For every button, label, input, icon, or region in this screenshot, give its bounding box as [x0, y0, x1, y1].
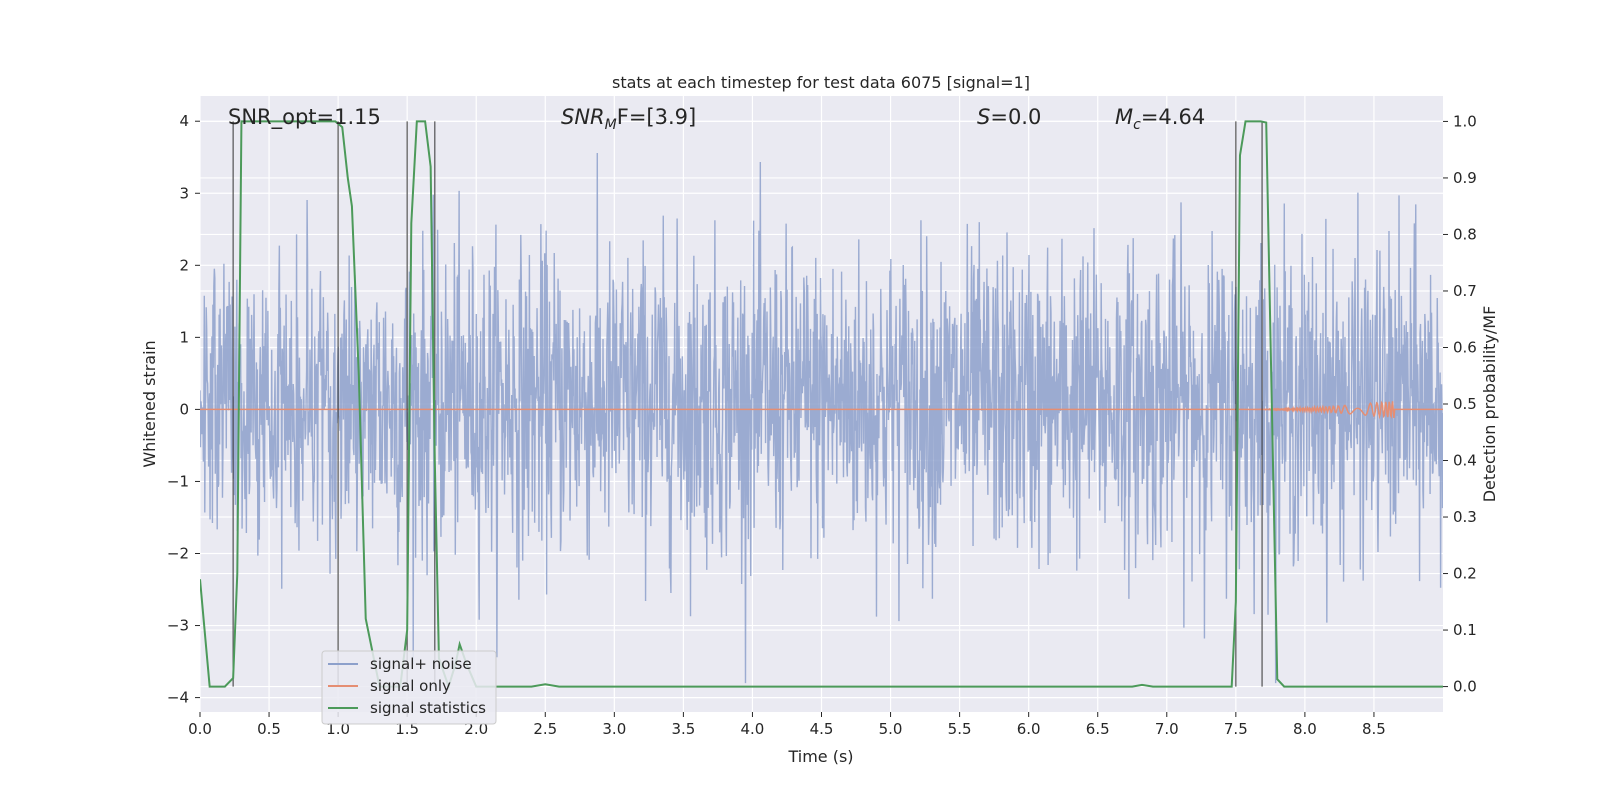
x-tick-label: 8.0 [1293, 720, 1317, 738]
y-right-tick-label: 0.3 [1453, 508, 1477, 526]
y-right-tick-label: 0.4 [1453, 452, 1477, 470]
annotation-mc-sub: c [1133, 117, 1141, 133]
y-left-tick-label: 4 [179, 112, 189, 130]
x-tick-label: 3.5 [671, 720, 695, 738]
y-axis-right-ticks: 1.0 0.9 0.8 0.7 0.6 0.5 0.4 0.3 0.2 0.1 0.0 [1443, 112, 1477, 696]
x-tick-label: 5.0 [879, 720, 903, 738]
y-left-tick-label: −2 [167, 544, 189, 562]
x-tick-label: 7.5 [1224, 720, 1248, 738]
x-tick-label: 2.5 [533, 720, 557, 738]
y-right-tick-label: 0.0 [1453, 678, 1477, 696]
x-tick-label: 0.5 [257, 720, 281, 738]
y-right-tick-label: 0.5 [1453, 395, 1477, 413]
x-tick-label: 4.0 [741, 720, 765, 738]
y-right-tick-label: 0.6 [1453, 338, 1477, 356]
legend-label-signal-only: signal only [370, 677, 451, 695]
legend-label-signal-statistics: signal statistics [370, 699, 486, 717]
y-left-tick-label: 0 [179, 400, 189, 418]
y-left-tick-label: −4 [167, 689, 189, 707]
x-tick-label: 6.0 [1017, 720, 1041, 738]
y-left-tick-label: −1 [167, 472, 189, 490]
annotation-mc-main: M [1115, 105, 1133, 129]
chart-title: stats at each timestep for test data 607… [612, 73, 1030, 92]
x-tick-label: 5.5 [948, 720, 972, 738]
y-left-tick-label: 2 [179, 256, 189, 274]
y-axis-right-label: Detection probability/MF [1480, 306, 1499, 503]
annotation-snr-mf-main: SNR [561, 105, 605, 129]
y-axis-left-label: Whitened strain [140, 340, 159, 467]
legend-label-signal-noise: signal+ noise [370, 655, 472, 673]
y-right-tick-label: 0.2 [1453, 565, 1477, 583]
y-left-tick-label: 3 [179, 184, 189, 202]
x-tick-label: 0.0 [188, 720, 212, 738]
annotation-snr-mf-rest: F=[3.9] [617, 105, 696, 129]
annotation-snr-opt: SNR_opt=1.15 [228, 105, 381, 130]
annotation-s: S=0.0 [977, 105, 1041, 129]
y-right-tick-label: 0.1 [1453, 621, 1477, 639]
annotation-mc: Mc=4.64 [1115, 105, 1205, 133]
y-left-tick-label: 1 [179, 328, 189, 346]
y-axis-left-ticks: 4 3 2 1 0 −1 −2 −3 −4 [167, 112, 200, 707]
x-tick-label: 6.5 [1086, 720, 1110, 738]
y-right-tick-label: 0.8 [1453, 225, 1477, 243]
legend-box [321, 650, 497, 725]
y-left-tick-label: −3 [167, 617, 189, 635]
x-tick-label: 7.0 [1155, 720, 1179, 738]
x-tick-label: 8.5 [1362, 720, 1386, 738]
legend: signal+ noise signal only signal statist… [321, 650, 497, 725]
annotation-s-rest: =0.0 [990, 105, 1041, 129]
y-right-tick-label: 0.7 [1453, 282, 1477, 300]
annotation-snr-mf: SNRMF=[3.9] [561, 105, 696, 133]
x-tick-label: 4.5 [810, 720, 834, 738]
annotation-mc-rest: =4.64 [1141, 105, 1205, 129]
y-right-tick-label: 1.0 [1453, 112, 1477, 130]
x-axis-label: Time (s) [787, 747, 853, 766]
annotation-s-main: S [977, 105, 990, 129]
annotation-snr-mf-sub: M [605, 117, 617, 133]
x-tick-label: 3.0 [602, 720, 626, 738]
y-right-tick-label: 0.9 [1453, 169, 1477, 187]
